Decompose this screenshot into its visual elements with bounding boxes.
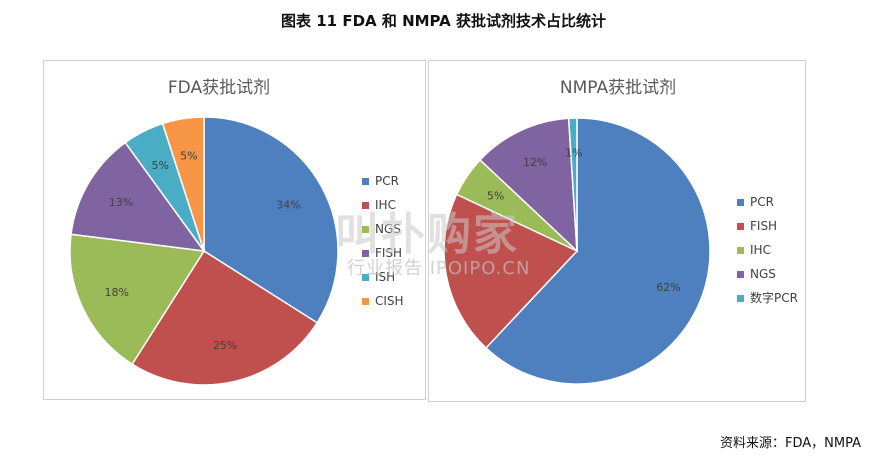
legend-swatch-cish [362,298,369,305]
legend-swatch-ngs [362,226,369,233]
legend-swatch-fish [362,250,369,257]
data-label-ihc: 25% [213,339,237,352]
pie-slice-pcr [484,117,711,385]
legend-swatch-pcr [737,199,744,206]
legend-swatch-ngs [737,271,744,278]
pie-slice-fish [70,141,206,252]
legend-label-fish: FISH [375,246,402,260]
chart-title: FDA获批试剂 [168,78,270,98]
watermark-subtext: 行业报告 IPOIPO.CN [347,258,531,279]
legend-swatch-ihc [737,247,744,254]
legend-label-pcr: PCR [375,174,399,188]
chart-title: NMPA获批试剂 [560,78,676,98]
legend-label-pcr: 数字PCR [750,290,798,305]
legend-swatch-pcr [362,178,369,185]
fda-chart-panel: FDA获批试剂 34% 25% 18% 13% 5% 5% PCR IHC NGS FISH ISH C… [43,60,426,400]
legend-swatch-ish [362,274,369,281]
data-label-ngs: 12% [523,156,547,169]
pie-slice-ngs [478,117,578,253]
data-label-fish: 13% [109,196,133,209]
nmpa-pie-chart: NMPA获批试剂 62% 5% 12% 1% PCR FISH IHC NGS 数字PCR [443,78,798,385]
source-note: 资料来源：FDA，NMPA [720,436,861,451]
data-label-pcr: 34% [276,199,300,212]
pie-slice-cish [161,116,205,252]
legend-label-cish: CISH [375,294,404,308]
pie-slice-ihc [131,249,319,386]
data-label-cish: 5% [180,150,197,163]
data-label-pcr: 62% [656,281,680,294]
legend-label-ish: ISH [375,270,395,284]
legend-label-ihc: IHC [375,198,396,212]
legend-label-ihc: IHC [750,243,771,257]
pie-slice-pcr [203,116,339,324]
fda-pie-chart: FDA获批试剂 34% 25% 18% 13% 5% 5% PCR IHC NGS FISH ISH C… [69,78,404,386]
legend-label-ngs: NGS [375,222,401,236]
legend-label-pcr: PCR [750,195,774,209]
data-label-ish: 5% [151,159,168,172]
legend-label-ngs: NGS [750,267,776,281]
legend-swatch-ihc [362,202,369,209]
pie-slice-pcr [567,117,578,252]
data-label-pcr: 1% [565,147,582,160]
legend-swatch-pcr [737,295,744,302]
legend-label-fish: FISH [750,219,777,233]
nmpa-chart-panel: NMPA获批试剂 62% 5% 12% 1% PCR FISH IHC NGS 数字PCR [428,60,806,402]
pie-slice-ngs [69,233,206,366]
data-label-ihc: 5% [487,190,504,203]
figure-title: 图表 11 FDA 和 NMPA 获批试剂技术占比统计 [281,12,606,30]
pie-slice-fish [443,193,579,350]
data-label-ngs: 18% [104,286,128,299]
legend-swatch-fish [737,223,744,230]
watermark-logo-text: 叫扑购家 [335,209,519,260]
